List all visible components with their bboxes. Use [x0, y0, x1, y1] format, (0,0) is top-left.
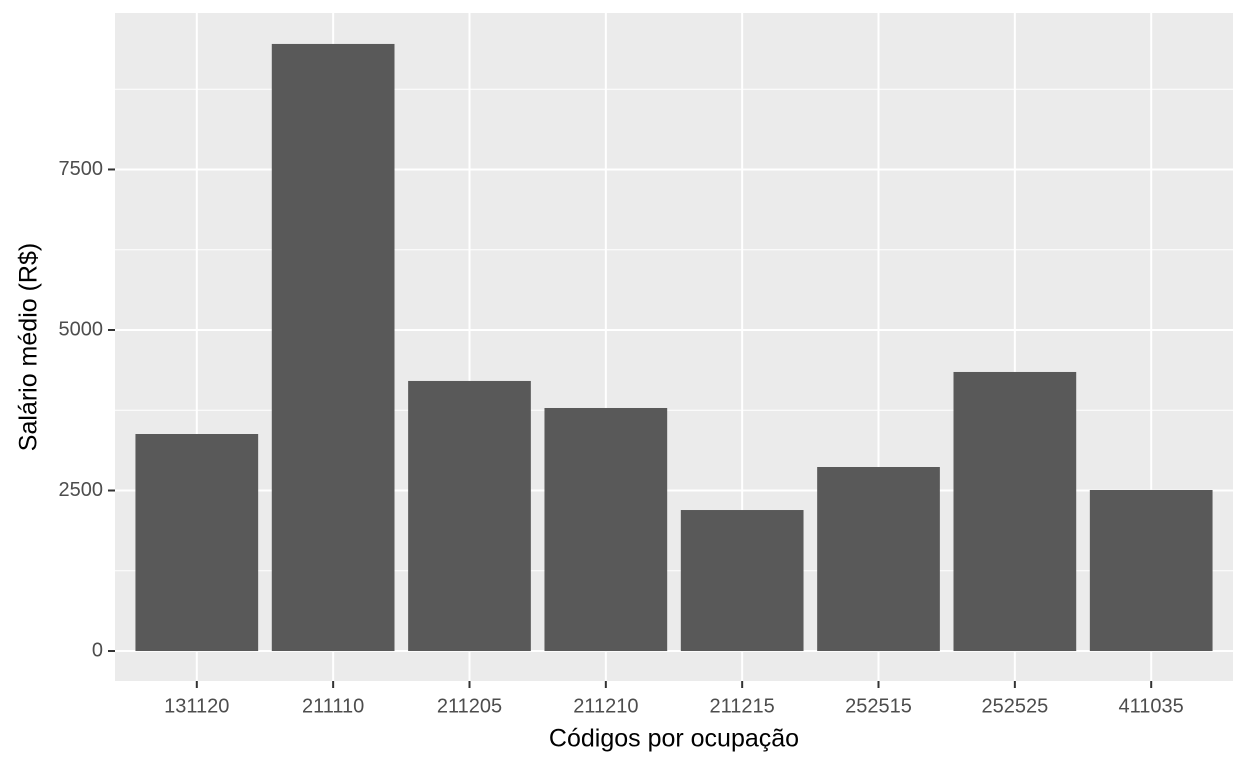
x-tick-label: 252525 — [981, 695, 1048, 717]
x-tick-label: 411035 — [1119, 695, 1184, 717]
bar — [271, 43, 395, 652]
bar — [817, 467, 940, 652]
x-tick-label: 252515 — [845, 695, 912, 717]
bar — [1089, 489, 1213, 652]
bar — [135, 433, 259, 652]
bar — [544, 407, 668, 652]
y-tick-label: 2500 — [59, 479, 104, 501]
y-tick-label: 5000 — [59, 318, 104, 340]
bar — [953, 371, 1077, 652]
y-axis-title: Salário médio (R$) — [15, 243, 43, 451]
y-tick-label: 0 — [92, 639, 103, 661]
x-axis-title: Códigos por ocupação — [549, 725, 799, 753]
bar — [680, 510, 804, 652]
x-tick-label: 211210 — [573, 695, 638, 717]
bar — [408, 380, 531, 652]
x-tick-label: 211205 — [437, 695, 502, 717]
x-tick-label: 131120 — [164, 695, 229, 717]
x-tick-label: 211110 — [302, 695, 364, 717]
x-tick-label: 211215 — [710, 695, 775, 717]
y-tick-label: 7500 — [59, 158, 104, 180]
